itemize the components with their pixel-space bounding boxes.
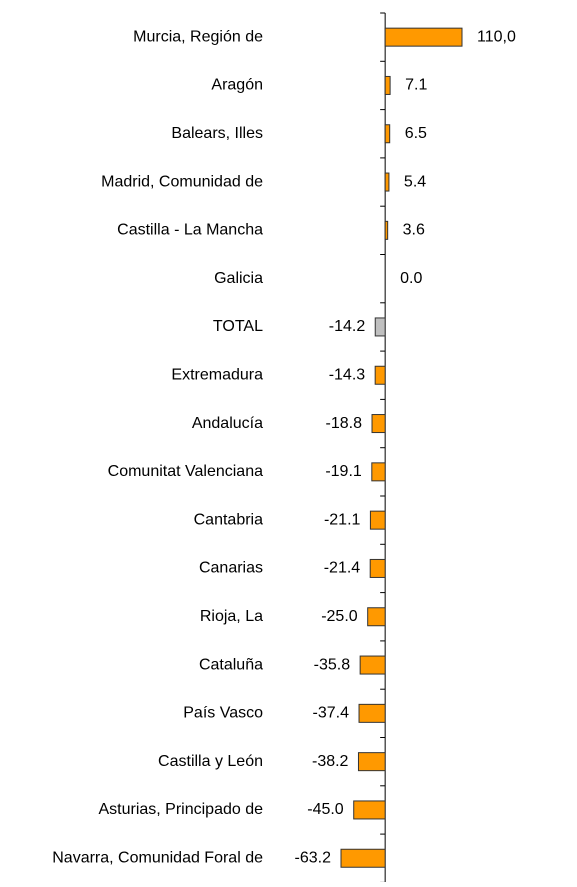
category-label: Madrid, Comunidad de <box>101 173 263 190</box>
category-label: Galicia <box>214 270 263 287</box>
bar <box>384 172 390 192</box>
value-label: -18.8 <box>326 415 363 432</box>
category-label: Cantabria <box>194 511 263 528</box>
category-label: Aragón <box>211 77 263 94</box>
bar <box>357 752 386 772</box>
category-label: Navarra, Comunidad Foral de <box>52 849 263 866</box>
category-label: TOTAL <box>213 318 263 335</box>
category-label: País Vasco <box>183 705 263 722</box>
value-label: -45.0 <box>307 801 344 818</box>
value-label: -21.4 <box>324 560 361 577</box>
bar <box>384 75 391 95</box>
bar <box>358 703 386 723</box>
value-label: -37.4 <box>313 705 350 722</box>
category-label: Cataluña <box>199 656 263 673</box>
bar <box>384 27 463 47</box>
value-label: -14.3 <box>329 366 366 383</box>
category-label: Castilla - La Mancha <box>117 222 263 239</box>
value-label: -35.8 <box>314 656 351 673</box>
bar <box>353 800 386 820</box>
value-label: -38.2 <box>312 753 349 770</box>
category-label: Rioja, La <box>200 608 263 625</box>
value-label: 0.0 <box>400 270 422 287</box>
bar <box>369 558 386 578</box>
category-label: Andalucía <box>192 415 263 432</box>
bar <box>371 462 386 482</box>
category-label: Extremadura <box>171 366 263 383</box>
value-label: 6.5 <box>405 125 427 142</box>
value-label: -19.1 <box>325 463 362 480</box>
value-label: 5.4 <box>404 173 426 190</box>
bar <box>384 124 391 144</box>
bar <box>367 607 386 627</box>
value-label: 110,0 <box>477 28 516 45</box>
category-label: Castilla y León <box>158 753 263 770</box>
bar <box>359 655 386 675</box>
category-label: Comunitat Valenciana <box>108 463 263 480</box>
bar <box>340 848 386 868</box>
category-label: Canarias <box>199 560 263 577</box>
category-label: Balears, Illes <box>171 125 263 142</box>
value-label: 3.6 <box>403 222 425 239</box>
value-label: -25.0 <box>321 608 358 625</box>
value-label: -63.2 <box>295 849 332 866</box>
bar <box>369 510 386 530</box>
category-label: Murcia, Región de <box>133 28 263 45</box>
category-label: Asturias, Principado de <box>98 801 263 818</box>
bar <box>374 365 386 385</box>
value-label: 7.1 <box>405 77 427 94</box>
bar <box>374 317 386 337</box>
value-label: -21.1 <box>324 511 361 528</box>
bar <box>384 220 389 240</box>
bar <box>371 414 386 434</box>
value-label: -14.2 <box>329 318 366 335</box>
